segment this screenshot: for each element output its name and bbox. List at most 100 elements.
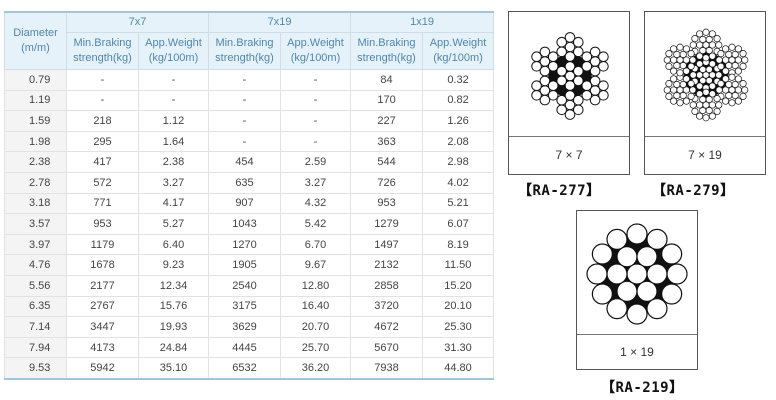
table-row: 2.78 572 3.27 635 3.27 726 4.02 [4,171,495,194]
diagram-panel-7x7: 7 × 7 [508,11,630,175]
value-cell: 1497 [350,233,424,256]
value-cell: 4445 [208,336,281,359]
value-cell: - [279,130,352,153]
value-cell: 6532 [208,357,281,380]
value-cell: 0.82 [422,89,495,112]
subheader-row: Min.Braking strength(kg) App.Weight (kg/100… [5,32,495,70]
value-cell: 953 [66,213,139,235]
value-cell: 4.02 [422,171,495,194]
diameter-cell: 1.19 [4,89,67,112]
value-cell: 19.93 [138,316,209,338]
model-code-ra219: 【RA-219】 [601,380,684,396]
group-header-7x19: 7x19 [207,11,352,33]
value-cell: 572 [66,171,139,194]
column-header-line1: App.Weight [429,37,487,49]
value-cell: 227 [350,110,424,132]
value-cell: - [279,89,352,112]
column-header: Min.Braking strength(kg) [350,32,424,70]
diameter-cell: 3.18 [4,192,67,215]
value-cell: 5.21 [422,192,495,215]
value-cell: 3447 [66,316,139,338]
value-cell: 170 [350,89,424,112]
value-cell: 8.19 [422,233,495,256]
value-cell: 363 [350,130,424,153]
table-row: 6.35 2767 15.76 3175 16.40 3720 20.10 [4,295,495,318]
value-cell: 3.27 [138,171,209,194]
diameter-cell: 6.35 [4,295,67,318]
value-cell: 1179 [66,233,139,256]
value-cell: 4173 [66,336,139,359]
table-row: 5.56 2177 12.34 2540 12.80 2858 15.20 [4,274,495,297]
diagram-label-7x19: 7 × 19 [645,136,765,174]
value-cell: 1.64 [138,130,209,153]
value-cell: - [279,69,352,91]
value-cell: 635 [208,171,281,194]
rope-7x7-cross-section-icon [531,32,609,120]
value-cell: 771 [66,192,139,215]
value-cell: 1270 [208,233,281,256]
model-code-ra279: 【RA-279】 [652,183,735,199]
value-cell: - [208,110,281,132]
value-cell: 5670 [350,336,424,359]
table-row: 3.57 953 5.27 1043 5.42 1279 6.07 [4,213,495,235]
value-cell: 9.67 [279,254,352,276]
value-cell: 726 [350,171,424,194]
value-cell: 20.70 [279,316,352,338]
table-row: 1.59 218 1.12- -227 1.26 [4,110,495,132]
column-header: App.Weight (kg/100m) [138,32,209,70]
value-cell: 2767 [66,295,139,318]
diameter-cell: 7.14 [4,316,67,338]
value-cell: 0.32 [422,69,495,91]
value-cell: - [138,89,209,112]
value-cell: 9.23 [138,254,209,276]
value-cell: 16.40 [279,295,352,318]
value-cell: 12.34 [138,274,209,297]
group-header-7x7: 7x7 [66,11,209,33]
value-cell: - [66,89,139,112]
column-header-line2: strength(kg) [73,52,132,64]
value-cell: 2858 [350,274,424,297]
value-cell: 3629 [208,316,281,338]
value-cell: 218 [66,110,139,132]
diameter-cell: 0.79 [4,69,67,91]
table-row: 3.18 771 4.17 907 4.32 953 5.21 [4,192,495,215]
model-code-ra277: 【RA-277】 [518,183,601,199]
column-header-line1: App.Weight [145,37,202,49]
value-cell: 3175 [208,295,281,318]
value-cell: 25.70 [279,336,352,359]
column-header-line2: strength(kg) [357,52,416,64]
value-cell: 2.38 [138,151,209,173]
value-cell: 295 [66,130,139,153]
value-cell: 2132 [350,254,424,276]
table-row: 7.94 4173 24.84 4445 25.70 5670 31.30 [4,336,495,359]
value-cell: 454 [208,151,281,173]
value-cell: 31.30 [422,336,495,359]
diagram-panel-1x19: 1 × 19 [576,210,698,370]
table-row: 0.79- - - -84 0.32 [4,69,495,91]
table-row: 3.97 1179 6.40 1270 6.70 1497 8.19 [4,233,495,256]
diagram-panel-7x19: 7 × 19 [644,11,766,175]
value-cell: 20.10 [422,295,495,318]
diameter-cell: 4.76 [4,254,67,276]
value-cell: 7938 [350,357,424,380]
value-cell: 6.07 [422,213,495,235]
value-cell: 25.30 [422,316,495,338]
value-cell: 1678 [66,254,139,276]
rope-7x19-cross-section-icon [663,28,749,122]
value-cell: 2.08 [422,130,495,153]
diameter-cell: 9.53 [4,357,67,380]
column-header: App.Weight (kg/100m) [422,32,495,70]
value-cell: 1043 [208,213,281,235]
group-header-1x19: 1x19 [350,11,495,33]
value-cell: 417 [66,151,139,173]
rope-spec-table: Diameter (m/m) 7x7 7x19 1x19 Min.Braking… [4,11,495,380]
table-row: 1.19- - - -170 0.82 [4,89,495,112]
column-header: App.Weight (kg/100m) [279,32,352,70]
diameter-cell: 1.59 [4,110,67,132]
value-cell: 1905 [208,254,281,276]
value-cell: 11.50 [422,254,495,276]
column-header-line1: Min.Braking [73,37,132,49]
diameter-cell: 3.57 [4,213,67,235]
value-cell: 953 [350,192,424,215]
diameter-cell: 5.56 [4,274,67,297]
